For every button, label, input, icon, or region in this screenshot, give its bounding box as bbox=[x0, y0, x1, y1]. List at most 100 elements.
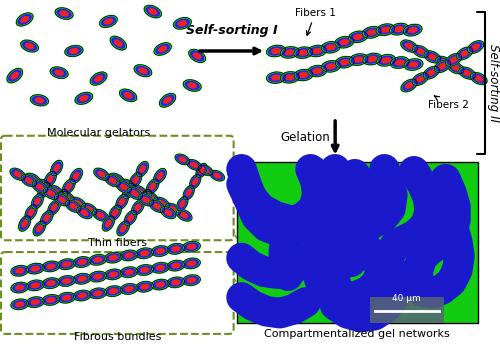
Ellipse shape bbox=[340, 40, 348, 45]
Ellipse shape bbox=[156, 282, 164, 287]
Ellipse shape bbox=[106, 254, 120, 261]
Ellipse shape bbox=[390, 57, 409, 69]
Ellipse shape bbox=[160, 93, 176, 107]
Ellipse shape bbox=[313, 69, 322, 73]
Ellipse shape bbox=[190, 163, 198, 167]
Ellipse shape bbox=[172, 263, 180, 268]
Ellipse shape bbox=[120, 89, 137, 102]
Ellipse shape bbox=[98, 172, 105, 177]
Ellipse shape bbox=[74, 201, 82, 206]
Ellipse shape bbox=[154, 247, 167, 255]
Ellipse shape bbox=[186, 160, 202, 170]
Ellipse shape bbox=[188, 261, 196, 266]
Ellipse shape bbox=[112, 38, 124, 48]
Ellipse shape bbox=[60, 261, 74, 268]
Ellipse shape bbox=[74, 273, 91, 284]
Ellipse shape bbox=[70, 169, 82, 183]
Ellipse shape bbox=[368, 56, 376, 62]
Ellipse shape bbox=[76, 275, 89, 283]
Ellipse shape bbox=[158, 201, 165, 206]
Ellipse shape bbox=[144, 5, 162, 18]
Ellipse shape bbox=[436, 56, 452, 69]
Ellipse shape bbox=[394, 27, 404, 31]
Ellipse shape bbox=[47, 264, 55, 269]
Ellipse shape bbox=[47, 281, 55, 285]
Ellipse shape bbox=[18, 216, 30, 231]
Ellipse shape bbox=[124, 93, 132, 98]
Ellipse shape bbox=[32, 266, 40, 271]
Ellipse shape bbox=[167, 244, 184, 254]
Ellipse shape bbox=[13, 284, 26, 291]
Ellipse shape bbox=[129, 189, 140, 198]
Ellipse shape bbox=[57, 191, 66, 203]
Ellipse shape bbox=[337, 38, 351, 46]
Ellipse shape bbox=[286, 75, 294, 80]
Ellipse shape bbox=[90, 72, 107, 85]
Ellipse shape bbox=[200, 166, 211, 174]
Ellipse shape bbox=[48, 185, 63, 197]
Ellipse shape bbox=[172, 247, 180, 251]
Ellipse shape bbox=[268, 47, 283, 55]
Ellipse shape bbox=[156, 249, 164, 253]
Ellipse shape bbox=[139, 189, 151, 204]
Ellipse shape bbox=[42, 261, 60, 272]
Ellipse shape bbox=[294, 47, 313, 58]
Ellipse shape bbox=[156, 265, 164, 270]
Ellipse shape bbox=[13, 267, 26, 274]
Ellipse shape bbox=[150, 183, 156, 190]
Ellipse shape bbox=[23, 176, 35, 185]
Ellipse shape bbox=[20, 40, 38, 52]
Ellipse shape bbox=[167, 205, 179, 213]
Ellipse shape bbox=[110, 36, 126, 50]
Ellipse shape bbox=[44, 296, 58, 304]
Ellipse shape bbox=[417, 49, 424, 54]
Ellipse shape bbox=[188, 83, 196, 88]
Ellipse shape bbox=[152, 246, 169, 256]
Ellipse shape bbox=[74, 257, 91, 267]
Ellipse shape bbox=[94, 257, 102, 262]
Ellipse shape bbox=[459, 67, 475, 79]
Ellipse shape bbox=[184, 187, 193, 198]
Ellipse shape bbox=[62, 179, 75, 194]
Ellipse shape bbox=[94, 291, 102, 295]
Ellipse shape bbox=[404, 59, 423, 70]
Ellipse shape bbox=[21, 175, 36, 186]
Ellipse shape bbox=[60, 11, 68, 16]
Ellipse shape bbox=[414, 47, 427, 56]
Ellipse shape bbox=[326, 45, 335, 50]
Ellipse shape bbox=[188, 49, 206, 63]
Ellipse shape bbox=[336, 56, 354, 68]
Ellipse shape bbox=[176, 209, 192, 221]
Ellipse shape bbox=[404, 24, 422, 36]
Ellipse shape bbox=[154, 264, 167, 272]
Ellipse shape bbox=[136, 66, 149, 75]
Ellipse shape bbox=[180, 213, 188, 218]
Ellipse shape bbox=[169, 245, 182, 253]
Text: Fibers 1: Fibers 1 bbox=[295, 8, 336, 35]
Ellipse shape bbox=[55, 189, 68, 204]
Ellipse shape bbox=[140, 268, 148, 272]
Ellipse shape bbox=[116, 181, 132, 193]
Ellipse shape bbox=[186, 81, 199, 90]
Text: Gelation: Gelation bbox=[280, 131, 330, 144]
Ellipse shape bbox=[22, 220, 28, 227]
Ellipse shape bbox=[70, 203, 76, 209]
Ellipse shape bbox=[174, 18, 192, 29]
Ellipse shape bbox=[192, 178, 198, 185]
Bar bbox=[370, 298, 444, 323]
Ellipse shape bbox=[310, 67, 324, 75]
Ellipse shape bbox=[148, 181, 158, 192]
Ellipse shape bbox=[36, 184, 44, 190]
Ellipse shape bbox=[335, 36, 354, 48]
Ellipse shape bbox=[64, 181, 74, 192]
Ellipse shape bbox=[142, 191, 158, 203]
Ellipse shape bbox=[157, 173, 163, 179]
Ellipse shape bbox=[38, 181, 50, 190]
Ellipse shape bbox=[140, 191, 150, 203]
Ellipse shape bbox=[472, 74, 485, 83]
Ellipse shape bbox=[49, 187, 61, 195]
Ellipse shape bbox=[190, 174, 201, 189]
Ellipse shape bbox=[272, 75, 280, 80]
Ellipse shape bbox=[402, 42, 415, 51]
Ellipse shape bbox=[68, 202, 79, 211]
